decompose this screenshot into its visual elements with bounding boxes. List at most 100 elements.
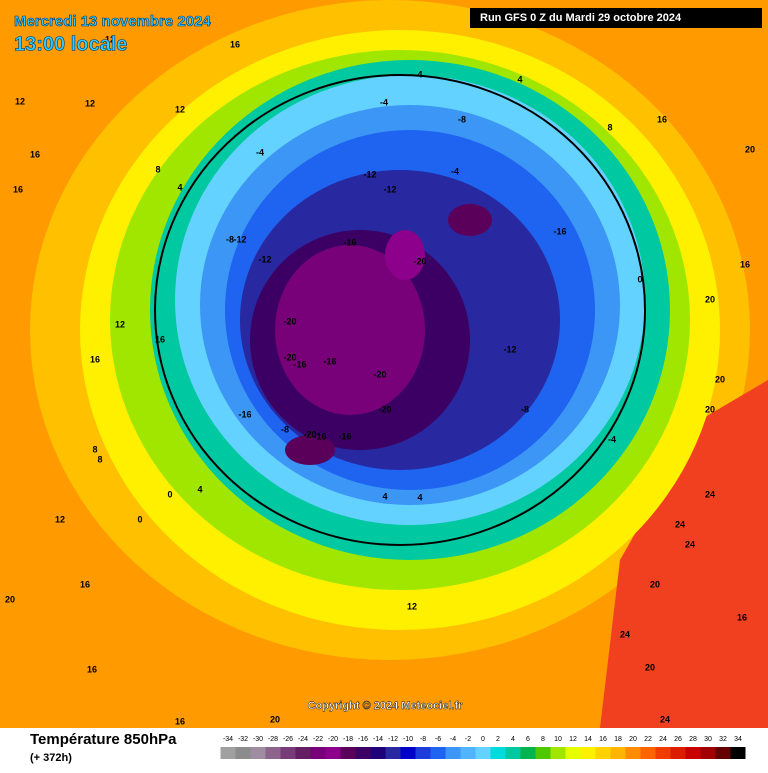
contour-label: -8 (458, 114, 466, 124)
contour-label: -20 (283, 316, 296, 326)
contour-label: 24 (620, 629, 630, 639)
colorbar-swatch (625, 747, 641, 759)
colorbar-tick-label: 24 (659, 736, 667, 743)
contour-label: -4 (380, 97, 388, 107)
colorbar-swatch (670, 747, 686, 759)
contour-label: 24 (705, 489, 715, 499)
contour-label: -8 (281, 424, 289, 434)
legend-lead: (+ 372h) (30, 752, 72, 764)
contour-label: 4 (417, 492, 422, 502)
colorbar-swatch (475, 747, 491, 759)
contour-label: 24 (660, 714, 670, 724)
colorbar-tick-label: -6 (435, 736, 441, 743)
contour-label: 16 (657, 114, 667, 124)
contour-label: 16 (175, 716, 185, 726)
contour-label: -8 (226, 234, 234, 244)
contour-label: 16 (737, 612, 747, 622)
colorbar-swatch (565, 747, 581, 759)
contour-label: 20 (270, 714, 280, 724)
contour-label: -16 (338, 431, 351, 441)
colorbar-tick-label: 32 (719, 736, 727, 743)
contour-label: 12 (407, 601, 417, 611)
contour-label: 12 (15, 96, 25, 106)
contour-label: 8 (97, 454, 102, 464)
colorbar-tick-label: -20 (328, 736, 338, 743)
colorbar-swatch (685, 747, 701, 759)
colorbar-swatch (415, 747, 431, 759)
contour-label: 12 (115, 319, 125, 329)
contour-label: 20 (705, 294, 715, 304)
run: Run GFS 0 Z du Mardi 29 octobre 2024 (480, 12, 682, 24)
contour-label: 8 (155, 164, 160, 174)
contour-label: -20 (373, 369, 386, 379)
colorbar-swatch (595, 747, 611, 759)
contour-label: 20 (645, 662, 655, 672)
colorbar-tick-label: -30 (253, 736, 263, 743)
colorbar-swatch (310, 747, 326, 759)
contour-label: -16 (323, 356, 336, 366)
colorbar-tick-label: 10 (554, 736, 562, 743)
colorbar-swatch (430, 747, 446, 759)
contour-label: 0 (167, 489, 172, 499)
colorbar-swatch (730, 747, 746, 759)
colorbar-tick-label: 34 (734, 736, 742, 743)
colorbar-swatch (700, 747, 716, 759)
colorbar-tick-label: 26 (674, 736, 682, 743)
temperature-field (30, 0, 768, 728)
colorbar-tick-label: -22 (313, 736, 323, 743)
contour-label: 24 (675, 519, 685, 529)
colorbar-swatch (640, 747, 656, 759)
contour-label: -12 (503, 344, 516, 354)
contour-label: 0 (137, 514, 142, 524)
colorbar-swatch (220, 747, 236, 759)
colorbar-tick-label: -34 (223, 736, 233, 743)
colorbar-tick-label: 4 (511, 736, 515, 743)
colorbar-swatch (340, 747, 356, 759)
colorbar-tick-label: 22 (644, 736, 652, 743)
colorbar-swatch (550, 747, 566, 759)
colorbar-tick-label: 30 (704, 736, 712, 743)
colorbar-tick-label: -8 (420, 736, 426, 743)
colorbar-tick-label: -32 (238, 736, 248, 743)
contour-label: -4 (451, 166, 459, 176)
colorbar-tick-label: 6 (526, 736, 530, 743)
colorbar-swatch (520, 747, 536, 759)
colorbar-tick-label: -12 (388, 736, 398, 743)
contour-label: 20 (745, 144, 755, 154)
contour-label: -16 (343, 237, 356, 247)
colorbar-swatch (445, 747, 461, 759)
contour-label: 16 (155, 334, 165, 344)
colorbar-tick-label: -14 (373, 736, 383, 743)
contour-label: -12 (233, 234, 246, 244)
copyright: Copyright © 2024 Meteociel.fr (308, 700, 464, 712)
contour-label: 16 (87, 664, 97, 674)
colorbar-tick-label: -26 (283, 736, 293, 743)
colorbar-tick-label: -18 (343, 736, 353, 743)
colorbar-swatch (655, 747, 671, 759)
contour-label: -12 (363, 169, 376, 179)
contour-label: -16 (553, 226, 566, 236)
colorbar-swatch (250, 747, 266, 759)
colorbar-tick-label: 12 (569, 736, 577, 743)
contour-label: 20 (705, 404, 715, 414)
contour-label: 16 (740, 259, 750, 269)
run-box (470, 8, 762, 28)
contour-label: 12 (175, 104, 185, 114)
contour-label: -20 (413, 256, 426, 266)
contour-label: 8 (607, 122, 612, 132)
colorbar: -34 -32 -30 -28 -26 -24 -22 -20 -18 -16 -14 -12 -10-… (220, 736, 746, 759)
contour-label: 12 (85, 98, 95, 108)
colorbar-tick-label: 14 (584, 736, 592, 743)
colorbar-tick-label: -10 (403, 736, 413, 743)
colorbar-tick-label: -2 (465, 736, 471, 743)
colorbar-tick-label: -4 (450, 736, 456, 743)
contour-label: 20 (715, 374, 725, 384)
colorbar-swatch (265, 747, 281, 759)
contour-label: 4 (197, 484, 202, 494)
contour-label: 16 (90, 354, 100, 364)
contour-label: 0 (637, 274, 642, 284)
contour-label: -16 (293, 359, 306, 369)
contour-label: -16 (238, 409, 251, 419)
